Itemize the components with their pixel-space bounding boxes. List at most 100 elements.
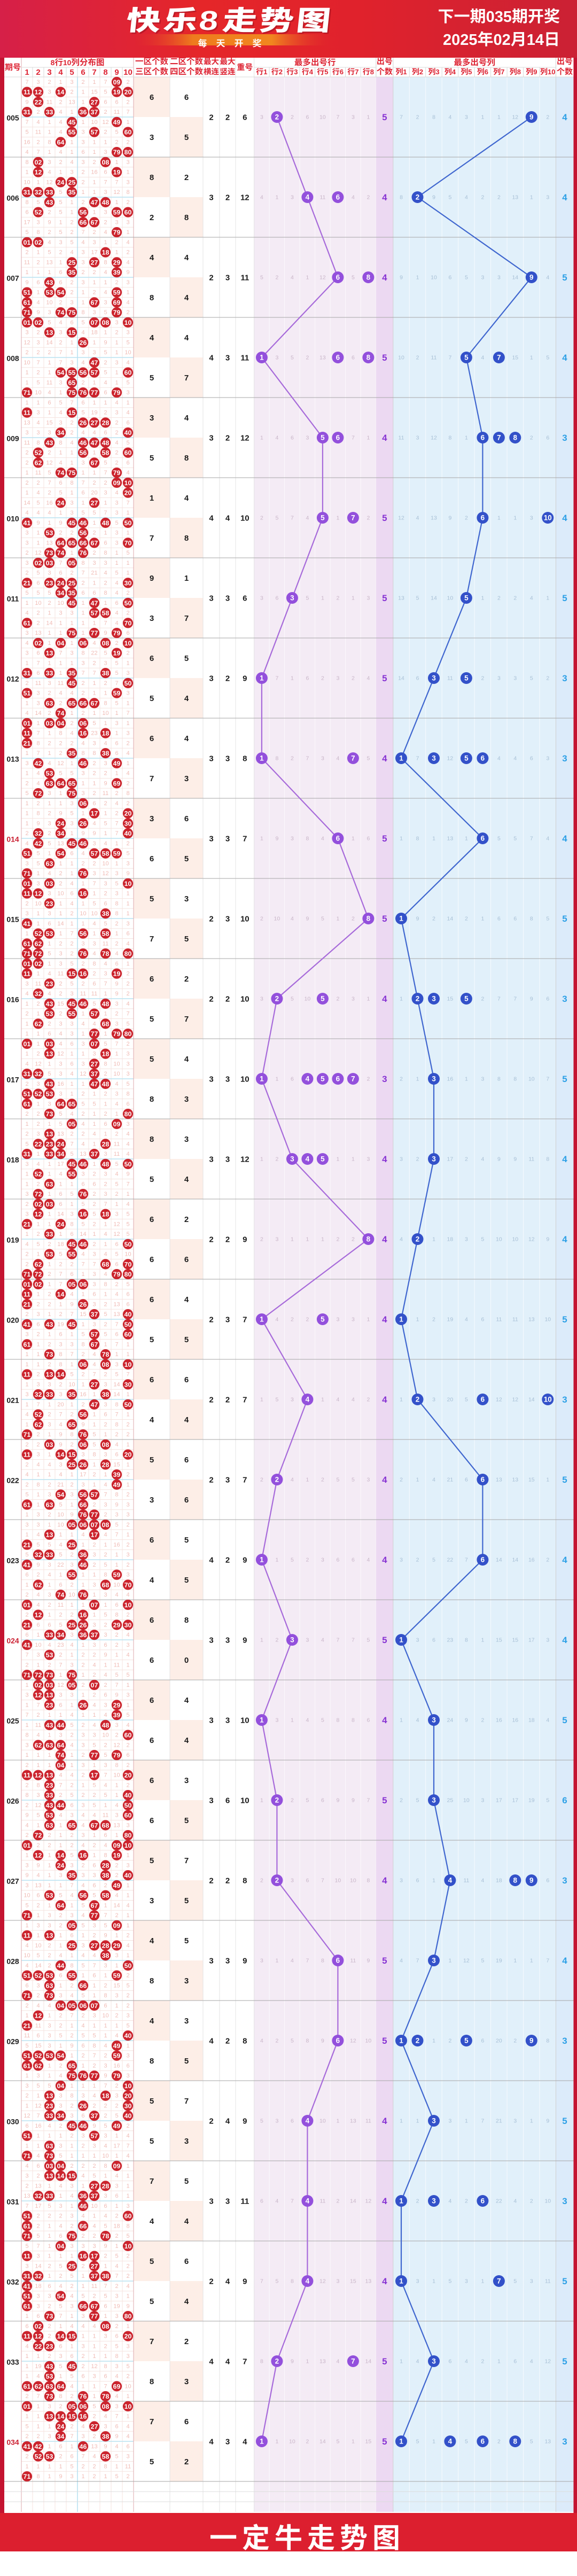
svg-text:4: 4: [59, 460, 62, 466]
svg-text:4: 4: [104, 840, 107, 847]
svg-text:5: 5: [59, 2303, 62, 2309]
svg-text:1: 1: [275, 2438, 278, 2445]
svg-text:8: 8: [336, 1717, 339, 1723]
svg-text:2: 2: [126, 1472, 129, 1478]
svg-text:4: 4: [562, 513, 567, 523]
svg-text:3: 3: [25, 560, 28, 566]
svg-text:2: 2: [81, 2163, 84, 2169]
svg-text:9: 9: [513, 1156, 517, 1162]
svg-text:68: 68: [102, 1581, 110, 1589]
svg-text:3: 3: [367, 595, 370, 601]
svg-text:11: 11: [103, 1812, 108, 1819]
svg-text:12: 12: [35, 1802, 41, 1809]
svg-text:3: 3: [260, 1957, 263, 1964]
svg-text:1: 1: [126, 229, 129, 236]
svg-text:3: 3: [416, 434, 419, 441]
svg-text:22: 22: [35, 1140, 42, 1148]
svg-text:25: 25: [68, 1461, 76, 1468]
svg-text:10: 10: [102, 860, 108, 867]
svg-text:4: 4: [481, 354, 484, 361]
svg-text:1: 1: [59, 2193, 62, 2199]
svg-text:4: 4: [367, 1557, 370, 1563]
svg-text:2: 2: [70, 279, 73, 286]
svg-text:11: 11: [24, 259, 30, 266]
svg-text:1: 1: [70, 870, 73, 877]
svg-text:50: 50: [124, 600, 132, 607]
svg-text:3: 3: [184, 1776, 189, 1785]
svg-text:5: 5: [59, 1893, 62, 1899]
svg-text:3: 3: [290, 1155, 294, 1163]
svg-text:6: 6: [546, 995, 549, 1002]
svg-text:10: 10: [46, 299, 52, 306]
svg-text:45: 45: [68, 2122, 76, 2130]
svg-text:3: 3: [70, 1662, 73, 1668]
svg-text:6: 6: [481, 834, 485, 842]
svg-text:08: 08: [102, 2323, 110, 2330]
svg-text:5: 5: [150, 2297, 154, 2306]
svg-text:2: 2: [48, 1241, 51, 1248]
svg-text:1: 1: [25, 931, 28, 937]
svg-text:1: 1: [104, 1802, 107, 1809]
svg-text:4: 4: [291, 1476, 294, 1483]
svg-text:3: 3: [225, 834, 230, 843]
svg-text:4: 4: [92, 951, 96, 957]
svg-text:2: 2: [59, 1311, 62, 1318]
svg-text:1: 1: [70, 860, 73, 867]
svg-text:12: 12: [113, 1742, 120, 1748]
svg-text:3: 3: [92, 349, 96, 356]
svg-text:6: 6: [367, 835, 370, 842]
svg-text:6: 6: [126, 931, 129, 937]
svg-text:09: 09: [113, 1842, 121, 1849]
svg-text:4: 4: [150, 1936, 154, 1945]
svg-text:36: 36: [80, 1631, 87, 1639]
svg-text:1: 1: [546, 1476, 549, 1483]
svg-text:35: 35: [68, 189, 76, 196]
svg-text:2: 2: [336, 1236, 339, 1242]
svg-text:1: 1: [70, 339, 73, 346]
svg-text:1: 1: [25, 169, 28, 176]
svg-text:21: 21: [24, 1301, 31, 1308]
svg-text:3: 3: [104, 2063, 107, 2069]
svg-text:3: 3: [92, 1642, 96, 1648]
svg-text:3: 3: [81, 2133, 84, 2139]
svg-text:4: 4: [275, 434, 278, 441]
svg-text:1: 1: [104, 2473, 107, 2480]
svg-text:5: 5: [36, 851, 40, 857]
svg-text:7: 7: [115, 179, 118, 185]
svg-text:15: 15: [46, 419, 52, 426]
svg-text:3: 3: [48, 790, 51, 797]
svg-text:1: 1: [104, 1101, 107, 1107]
svg-text:2: 2: [81, 1351, 84, 1358]
svg-text:11: 11: [114, 1151, 120, 1157]
svg-text:5: 5: [465, 2438, 468, 2445]
svg-text:1: 1: [59, 79, 62, 85]
svg-text:3: 3: [115, 891, 118, 897]
svg-text:4: 4: [81, 1141, 84, 1147]
svg-text:12: 12: [113, 189, 120, 196]
svg-text:5: 5: [36, 860, 40, 867]
svg-text:31: 31: [24, 670, 31, 677]
svg-text:1: 1: [25, 811, 28, 817]
svg-text:2: 2: [126, 79, 129, 85]
svg-text:3: 3: [115, 540, 118, 546]
svg-text:9: 9: [126, 1171, 129, 1178]
svg-text:12: 12: [35, 1211, 42, 1218]
svg-text:2: 2: [81, 2463, 84, 2470]
svg-text:38: 38: [102, 1872, 110, 1879]
svg-text:4: 4: [115, 2033, 118, 2039]
svg-text:5: 5: [324, 68, 328, 76]
svg-text:4: 4: [382, 753, 387, 764]
svg-text:4: 4: [104, 1271, 107, 1278]
svg-text:2: 2: [70, 1442, 73, 1448]
svg-text:7: 7: [115, 1321, 118, 1328]
svg-text:2: 2: [104, 1682, 107, 1688]
svg-text:10: 10: [35, 600, 41, 606]
svg-text:2: 2: [59, 1612, 62, 1618]
svg-text:6: 6: [115, 1452, 118, 1458]
svg-text:5: 5: [104, 2123, 107, 2129]
svg-text:3: 3: [92, 560, 96, 566]
svg-text:3: 3: [104, 660, 107, 666]
svg-text:6: 6: [336, 834, 340, 842]
svg-text:6: 6: [184, 1456, 189, 1465]
svg-text:7: 7: [336, 114, 339, 120]
